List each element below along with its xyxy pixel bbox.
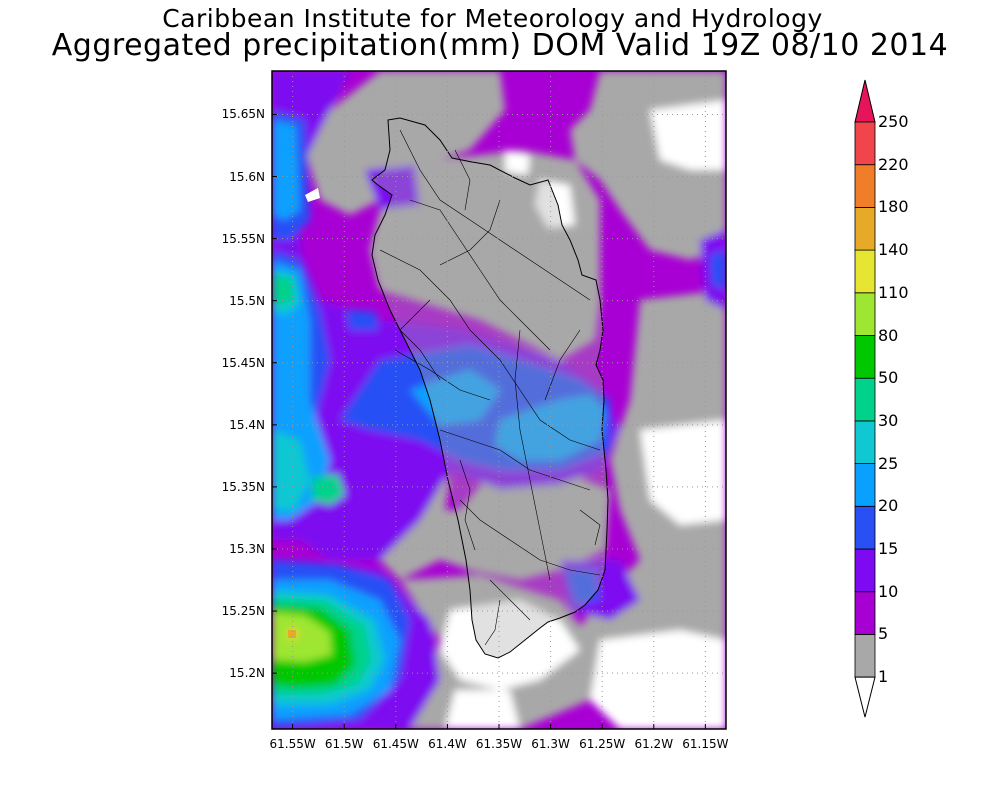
lat-tick-label: 15.2N (229, 666, 265, 681)
lon-tick-label: 61.2W (634, 737, 674, 751)
colorbar-level-label: 25 (878, 453, 899, 473)
lon-tick-label: 61.15W (682, 737, 729, 751)
colorbar-segment (854, 121, 876, 166)
colorbar-segment (854, 634, 876, 678)
lat-tick-label: 15.45N (221, 355, 265, 370)
lat-lon-grid (272, 71, 726, 729)
colorbar-level-label: 80 (878, 325, 899, 345)
colorbar-segment (854, 377, 876, 422)
colorbar-level-label: 50 (878, 368, 899, 388)
colorbar-segment (854, 505, 876, 550)
lon-tick-label: 61.25W (579, 737, 626, 751)
lat-tick-label: 15.25N (221, 604, 265, 619)
lat-tick-label: 15.5N (229, 293, 265, 308)
lon-tick-label: 61.55W (269, 737, 316, 751)
map-title: Caribbean Institute for Meteorology and … (162, 4, 823, 33)
lat-tick-label: 15.35N (221, 479, 265, 494)
colorbar-min-arrow (854, 676, 876, 718)
colorbar-level-label: 220 (878, 154, 909, 174)
lat-tick-label: 15.65N (221, 107, 265, 122)
lon-tick-label: 61.5W (324, 737, 364, 751)
colorbar-segment (854, 548, 876, 593)
colorbar-segment (854, 206, 876, 251)
lat-tick-label: 15.6N (229, 169, 265, 184)
lon-tick-label: 61.45W (372, 737, 419, 751)
colorbar-max-arrow (854, 79, 876, 123)
lat-tick-label: 15.55N (221, 231, 265, 246)
dominica-coastline (371, 117, 609, 659)
colorbar-level-label: 180 (878, 197, 909, 217)
colorbar-level-label: 30 (878, 410, 899, 430)
lon-tick-label: 61.3W (531, 737, 570, 751)
lon-tick-label: 61.35W (475, 737, 523, 751)
colorbar-segment (854, 292, 876, 336)
map-subtitle: Aggregated precipitation(mm) DOM Valid 1… (51, 28, 949, 63)
colorbar-segment (854, 591, 876, 635)
colorbar-segment (854, 335, 876, 379)
colorbar-level-label: 110 (878, 282, 909, 302)
colorbar-segment (854, 420, 876, 464)
lon-tick-label: 61.4W (428, 737, 467, 751)
colorbar-level-label: 140 (878, 240, 909, 260)
colorbar-segment (854, 463, 876, 507)
colorbar-level-label: 250 (878, 112, 909, 131)
lat-tick-label: 15.3N (229, 541, 265, 556)
lat-tick-label: 15.4N (229, 417, 265, 432)
colorbar-level-label: 1 (878, 667, 889, 687)
colorbar-segment (854, 164, 876, 208)
river-network (379, 129, 601, 646)
colorbar-level-label: 10 (878, 581, 899, 601)
colorbar (854, 79, 876, 718)
colorbar-level-label: 20 (878, 496, 899, 516)
colorbar-level-label: 5 (878, 624, 889, 644)
precip-field (272, 71, 726, 729)
colorbar-level-label: 15 (878, 539, 899, 558)
colorbar-segment (854, 249, 876, 294)
